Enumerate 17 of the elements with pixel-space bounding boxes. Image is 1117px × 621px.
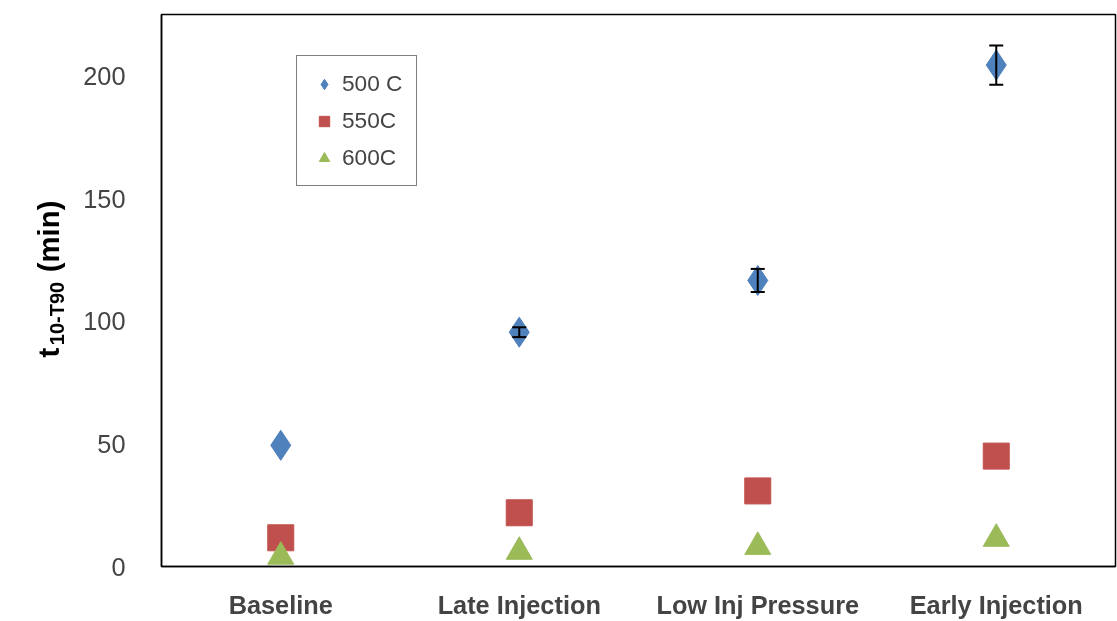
y-axis-title: t10-T90 (min) bbox=[32, 200, 68, 358]
y-tick-label: 50 bbox=[97, 429, 126, 458]
x-tick-label: Low Inj Pressure bbox=[656, 590, 860, 619]
x-tick-label: Baseline bbox=[228, 590, 333, 619]
y-tick-label: 100 bbox=[83, 307, 126, 336]
point bbox=[982, 442, 1010, 470]
point bbox=[267, 524, 295, 552]
y-tick-label: 150 bbox=[83, 184, 126, 213]
y-tick-label: 0 bbox=[111, 552, 126, 581]
x-tick-label: Late Injection bbox=[437, 590, 601, 619]
y-tick-label: 200 bbox=[83, 61, 126, 90]
legend-label: 550C bbox=[342, 107, 397, 134]
point bbox=[505, 499, 533, 527]
legend-label: 600C bbox=[342, 144, 397, 171]
point bbox=[744, 477, 772, 505]
legend-label: 500 C bbox=[342, 70, 403, 97]
x-tick-label: Early Injection bbox=[909, 590, 1083, 619]
